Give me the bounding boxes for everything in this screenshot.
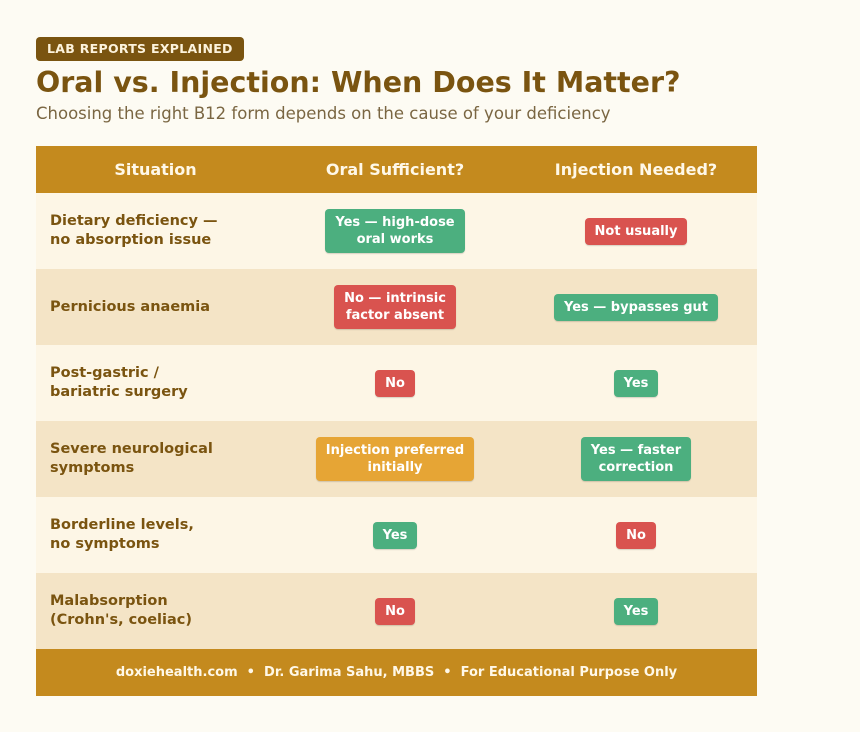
subtitle: Choosing the right B12 form depends on t… bbox=[36, 104, 611, 123]
table-row: Pernicious anaemia No — intrinsic factor … bbox=[36, 269, 757, 345]
title: Oral vs. Injection: When Does It Matter? bbox=[36, 66, 681, 99]
header-row: Situation Oral Sufficient? Injection Neede… bbox=[36, 146, 757, 193]
table-row: Post-gastric / bariatric surgery No Yes bbox=[36, 345, 757, 421]
oral-cell: No bbox=[275, 345, 515, 421]
situation: Severe neurological symptoms bbox=[36, 421, 275, 497]
situation: Post-gastric / bariatric surgery bbox=[36, 345, 275, 421]
column-header: Situation bbox=[36, 146, 275, 193]
situation: Malabsorption (Crohn's, coeliac) bbox=[36, 573, 275, 649]
oral-cell: Injection preferred initially bbox=[275, 421, 515, 497]
injection-cell: Yes bbox=[515, 345, 757, 421]
oral-cell: Yes bbox=[275, 497, 515, 573]
status-pill: No — intrinsic factor absent bbox=[334, 285, 456, 329]
injection-cell: Not usually bbox=[515, 193, 757, 269]
status-pill: No bbox=[616, 521, 656, 549]
status-pill: Injection preferred initially bbox=[315, 437, 475, 481]
badge: LAB REPORTS EXPLAINED bbox=[36, 37, 244, 61]
column-header: Oral Sufficient? bbox=[275, 146, 515, 193]
table-row: Malabsorption (Crohn's, coeliac) No Yes bbox=[36, 573, 757, 649]
table-row: Borderline levels, no symptoms Yes No bbox=[36, 497, 757, 573]
status-pill: Yes — high-dose oral works bbox=[325, 209, 465, 253]
status-pill: No bbox=[375, 369, 415, 397]
comparison-table: Situation Oral Sufficient? Injection Neede… bbox=[36, 146, 757, 649]
injection-cell: No bbox=[515, 497, 757, 573]
situation: Borderline levels, no symptoms bbox=[36, 497, 275, 573]
oral-cell: Yes — high-dose oral works bbox=[275, 193, 515, 269]
injection-cell: Yes — bypasses gut bbox=[515, 269, 757, 345]
injection-cell: Yes bbox=[515, 573, 757, 649]
situation: Dietary deficiency — no absorption issue bbox=[36, 193, 275, 269]
oral-cell: No — intrinsic factor absent bbox=[275, 269, 515, 345]
status-pill: Yes — faster correction bbox=[580, 437, 692, 481]
table-row: Severe neurological symptoms Injection pr… bbox=[36, 421, 757, 497]
footer: doxiehealth.com • Dr. Garima Sahu, MBBS … bbox=[36, 649, 757, 696]
status-pill: Not usually bbox=[584, 217, 688, 245]
injection-cell: Yes — faster correction bbox=[515, 421, 757, 497]
column-header: Injection Needed? bbox=[515, 146, 757, 193]
situation: Pernicious anaemia bbox=[36, 269, 275, 345]
oral-cell: No bbox=[275, 573, 515, 649]
status-pill: Yes — bypasses gut bbox=[553, 293, 718, 321]
status-pill: No bbox=[375, 597, 415, 625]
status-pill: Yes bbox=[372, 521, 418, 549]
status-pill: Yes bbox=[613, 597, 659, 625]
status-pill: Yes bbox=[613, 369, 659, 397]
table-row: Dietary deficiency — no absorption issue… bbox=[36, 193, 757, 269]
